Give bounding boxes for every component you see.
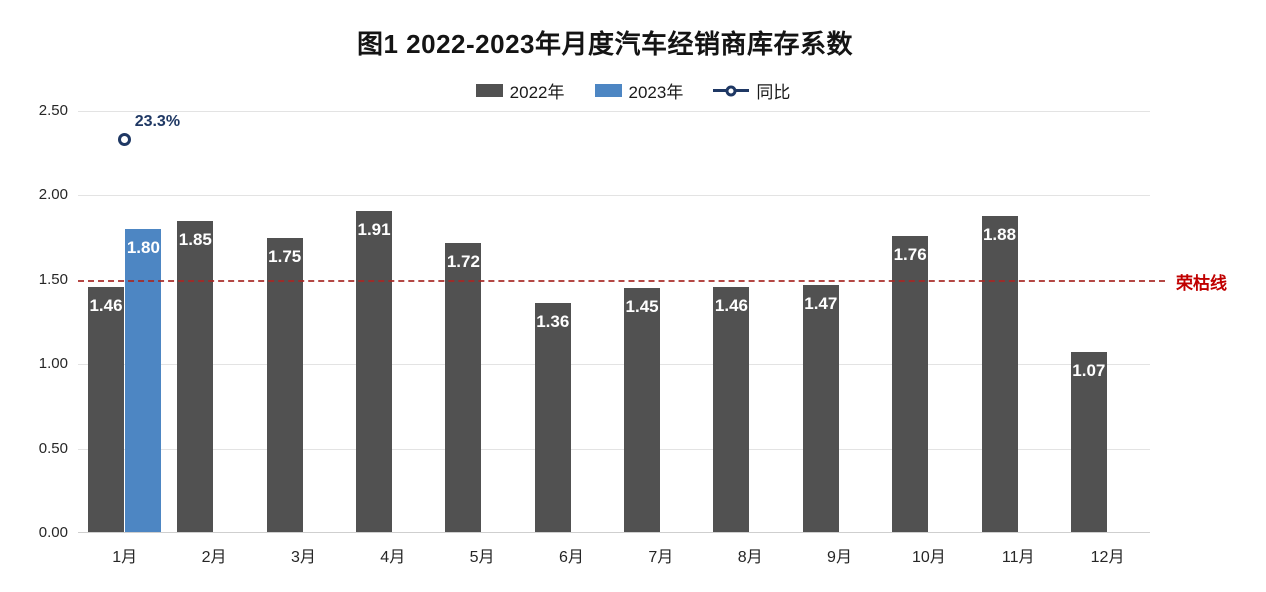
y-axis-tick-0.50: 0.50 xyxy=(38,439,68,457)
gridline-2.50 xyxy=(78,111,1150,112)
yoy-line-circle-icon xyxy=(713,85,750,96)
legend-label-2023: 2023年 xyxy=(628,83,684,102)
bar-value-label-2022-2月: 1.85 xyxy=(178,229,212,249)
y-axis-tick-1.00: 1.00 xyxy=(38,355,68,373)
legend-label-2022: 2022年 xyxy=(509,83,565,102)
bar-value-label-2023-1月: 1.80 xyxy=(126,238,160,258)
bar-2022-3月: 1.75 xyxy=(266,237,303,532)
legend-item-2022: 2022年 xyxy=(475,78,565,103)
x-axis-tick-3月: 3月 xyxy=(290,549,316,566)
bar-2022-9月: 1.47 xyxy=(802,284,839,532)
bar-value-label-2022-4月: 1.91 xyxy=(357,219,391,239)
x-axis-tick-1月: 1月 xyxy=(112,549,138,566)
bar-2022-1月: 1.46 xyxy=(88,286,124,532)
bar-2023-1月: 1.80 xyxy=(125,229,162,532)
bar-2022-5月: 1.72 xyxy=(445,242,482,532)
gridline-0.50 xyxy=(78,448,1150,450)
bar-value-label-2022-8月: 1.46 xyxy=(714,295,748,315)
x-axis-tick-6月: 6月 xyxy=(558,549,584,566)
chart-legend: 2022年 2023年 同比 xyxy=(0,78,1266,103)
y-axis-tick-2.50: 2.50 xyxy=(38,102,68,119)
reference-line-label: 荣枯线 xyxy=(1176,274,1227,293)
bar-2022-2月: 1.85 xyxy=(177,220,214,532)
gridline-1.00 xyxy=(78,364,1150,366)
x-axis-tick-2月: 2月 xyxy=(201,549,227,566)
bar-value-label-2022-1月: 1.46 xyxy=(89,295,123,315)
bar-value-label-2022-6月: 1.36 xyxy=(536,312,570,332)
y-axis-tick-2.00: 2.00 xyxy=(38,186,68,204)
bar-value-label-2022-11月: 1.88 xyxy=(982,224,1017,244)
bar-2022-6月: 1.36 xyxy=(534,303,571,532)
legend-swatch-2023 xyxy=(594,84,622,97)
bar-2022-12月: 1.07 xyxy=(1070,352,1107,532)
bar-value-label-2022-10月: 1.76 xyxy=(893,244,927,264)
bar-value-label-2022-7月: 1.45 xyxy=(625,297,659,317)
legend-item-yoy: 同比 xyxy=(713,78,790,103)
bar-2022-10月: 1.76 xyxy=(892,235,929,532)
x-axis-tick-8月: 8月 xyxy=(737,549,763,566)
bar-2022-4月: 1.91 xyxy=(356,210,393,532)
bar-value-label-2022-3月: 1.75 xyxy=(268,246,302,266)
reference-line xyxy=(78,279,1165,282)
bar-2022-8月: 1.46 xyxy=(713,286,750,532)
legend-label-yoy: 同比 xyxy=(756,83,791,102)
bar-2022-7月: 1.45 xyxy=(624,288,661,532)
x-axis-line xyxy=(78,532,1150,533)
x-axis-tick-7月: 7月 xyxy=(648,549,674,566)
y-axis-tick-1.50: 1.50 xyxy=(38,270,68,288)
x-axis-tick-10月: 10月 xyxy=(911,549,946,566)
x-axis-tick-12月: 12月 xyxy=(1090,549,1125,566)
gridline-2.00 xyxy=(78,195,1150,197)
yoy-data-point xyxy=(118,133,132,147)
x-axis-tick-11月: 11月 xyxy=(1001,549,1035,566)
plot-area: 23.3% 2.50 2.00 1.50 1.00 0.50 0.00 1.46 1.80 1月… xyxy=(39,102,1227,566)
x-axis-tick-4月: 4月 xyxy=(380,549,406,566)
legend-swatch-2022 xyxy=(475,84,503,97)
x-axis-tick-5月: 5月 xyxy=(469,549,495,566)
chart-title: 图1 2022-2023年月度汽车经销商库存系数 xyxy=(356,29,854,59)
bar-value-label-2022-9月: 1.47 xyxy=(804,293,838,313)
yoy-ring-icon xyxy=(725,85,737,96)
y-axis-tick-0.00: 0.00 xyxy=(38,524,68,541)
legend-item-2023: 2023年 xyxy=(594,78,684,103)
bar-value-label-2022-12月: 1.07 xyxy=(1072,361,1106,381)
bar-value-label-2022-5月: 1.72 xyxy=(446,251,480,271)
x-axis-tick-9月: 9月 xyxy=(827,549,852,566)
yoy-value-label: 23.3% xyxy=(134,112,181,130)
bar-2022-11月: 1.88 xyxy=(981,215,1018,532)
